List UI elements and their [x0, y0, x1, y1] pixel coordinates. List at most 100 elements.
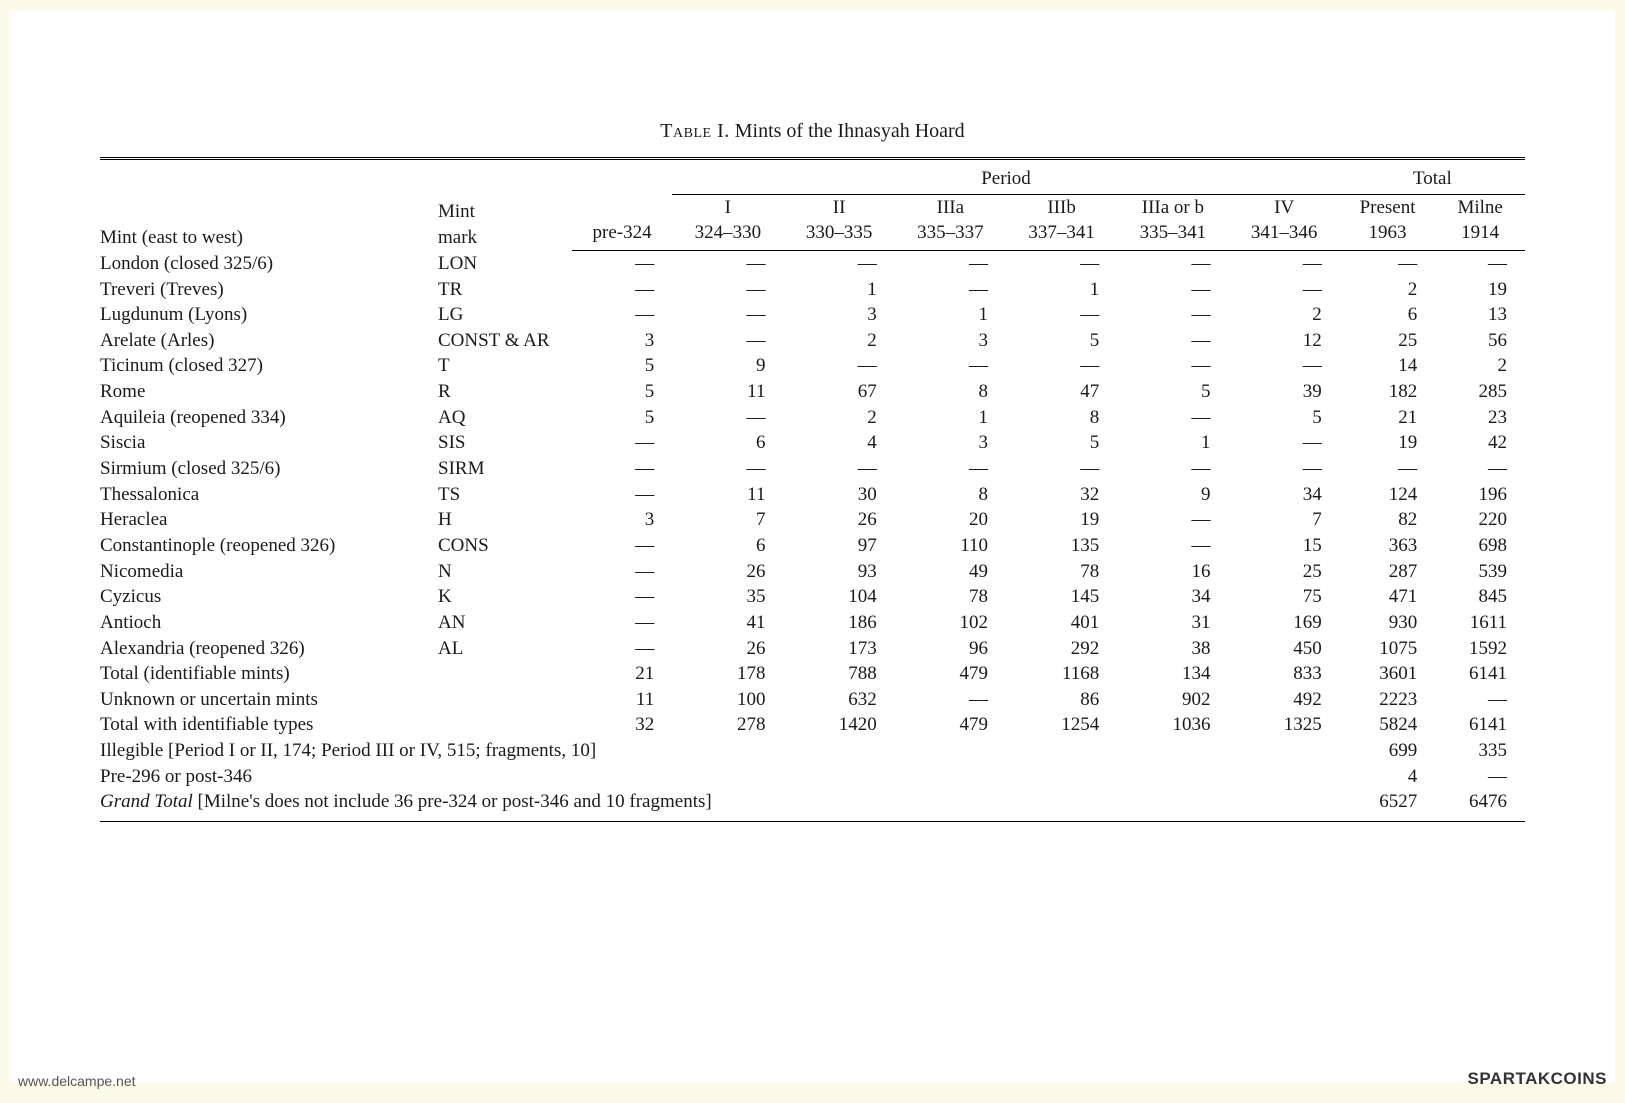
mint-name: Treveri (Treves) — [100, 277, 434, 303]
cell: 34 — [1117, 584, 1228, 610]
cell: 20 — [895, 507, 1006, 533]
illegible-row: Illegible [Period I or II, 174; Period I… — [100, 738, 1525, 764]
cell: — — [1229, 277, 1340, 303]
cell: 178 — [672, 661, 783, 687]
cell: 182 — [1340, 379, 1436, 405]
cell: 25 — [1340, 328, 1436, 354]
cell: 5 — [1117, 379, 1228, 405]
cell: 93 — [783, 559, 894, 585]
cell: H — [434, 507, 572, 533]
cell: — — [572, 277, 672, 303]
cell: 173 — [783, 636, 894, 662]
cell: 21 — [572, 661, 672, 687]
footer-watermark: SPARTAKCOINS — [1468, 1069, 1608, 1089]
cell: — — [1117, 302, 1228, 328]
cell: — — [672, 405, 783, 431]
table-row: AntiochAN—41186102401311699301611 — [100, 610, 1525, 636]
table-row: Total (identifiable mints)21178788479116… — [100, 661, 1525, 687]
cell: — — [1117, 353, 1228, 379]
col-I-range: 324–330 — [672, 220, 783, 250]
cell: 6527 — [1340, 789, 1436, 821]
cell: LON — [434, 250, 572, 276]
cell: 8 — [1006, 405, 1117, 431]
table-row: Sirmium (closed 325/6)SIRM————————— — [100, 456, 1525, 482]
cell: 75 — [1229, 584, 1340, 610]
cell: — — [1435, 456, 1525, 482]
cell: AN — [434, 610, 572, 636]
mint-name: Siscia — [100, 430, 434, 456]
cell: — — [783, 353, 894, 379]
cell: — — [1117, 533, 1228, 559]
cell: 19 — [1435, 277, 1525, 303]
cell: 11 — [672, 379, 783, 405]
cell: 3601 — [1340, 661, 1436, 687]
cell: 1036 — [1117, 712, 1228, 738]
col-I-name: I — [672, 194, 783, 220]
cell: 335 — [1435, 738, 1525, 764]
cell: 135 — [1006, 533, 1117, 559]
cell: 97 — [783, 533, 894, 559]
cell: N — [434, 559, 572, 585]
col-IV-range: 341–346 — [1229, 220, 1340, 250]
cell: 5824 — [1340, 712, 1436, 738]
cell: 6141 — [1435, 661, 1525, 687]
cell: 6 — [672, 430, 783, 456]
cell: — — [1340, 456, 1436, 482]
group-period: Period — [672, 159, 1340, 195]
cell: 14 — [1340, 353, 1436, 379]
mint-name: Total with identifiable types — [100, 712, 434, 738]
cell: 698 — [1435, 533, 1525, 559]
cell: 479 — [895, 661, 1006, 687]
cell: — — [1117, 328, 1228, 354]
cell: T — [434, 353, 572, 379]
cell: — — [1117, 277, 1228, 303]
table-row: NicomediaN—269349781625287539 — [100, 559, 1525, 585]
cell — [434, 687, 572, 713]
cell: 3 — [572, 328, 672, 354]
cell: 11 — [572, 687, 672, 713]
col-II-range: 330–335 — [783, 220, 894, 250]
cell: 450 — [1229, 636, 1340, 662]
caption-prefix: Table I. — [660, 120, 729, 142]
illegible-label: Illegible [Period I or II, 174; Period I… — [100, 738, 1340, 764]
cell: 78 — [1006, 559, 1117, 585]
cell: 9 — [672, 353, 783, 379]
cell: SIRM — [434, 456, 572, 482]
cell: 1420 — [783, 712, 894, 738]
cell: 5 — [1006, 430, 1117, 456]
mint-name: Unknown or uncertain mints — [100, 687, 434, 713]
cell: 196 — [1435, 482, 1525, 508]
cell: 1 — [895, 302, 1006, 328]
cell: 38 — [1117, 636, 1228, 662]
cell: 363 — [1340, 533, 1436, 559]
col-IIIaorb-name: IIIa or b — [1117, 194, 1228, 220]
cell: 6 — [672, 533, 783, 559]
cell: 13 — [1435, 302, 1525, 328]
cell: 31 — [1117, 610, 1228, 636]
cell: 2 — [783, 405, 894, 431]
cell: — — [572, 636, 672, 662]
table-row: ThessalonicaTS—1130832934124196 — [100, 482, 1525, 508]
cell: 2 — [1435, 353, 1525, 379]
cell: — — [1229, 250, 1340, 276]
cell: 16 — [1117, 559, 1228, 585]
cell: 5 — [572, 353, 672, 379]
mint-name: Thessalonica — [100, 482, 434, 508]
cell: 833 — [1229, 661, 1340, 687]
cell: 285 — [1435, 379, 1525, 405]
mint-name: Constantinople (reopened 326) — [100, 533, 434, 559]
cell: 1 — [1117, 430, 1228, 456]
cell: 32 — [572, 712, 672, 738]
cell: 19 — [1006, 507, 1117, 533]
pre296-label: Pre-296 or post-346 — [100, 764, 1340, 790]
cell: 287 — [1340, 559, 1436, 585]
cell: 471 — [1340, 584, 1436, 610]
cell: 4 — [1340, 764, 1436, 790]
col-IIIb-range: 337–341 — [1006, 220, 1117, 250]
mint-name: Ticinum (closed 327) — [100, 353, 434, 379]
cell: — — [1229, 456, 1340, 482]
cell: 34 — [1229, 482, 1340, 508]
cell: 632 — [783, 687, 894, 713]
cell: 56 — [1435, 328, 1525, 354]
cell: — — [1117, 507, 1228, 533]
